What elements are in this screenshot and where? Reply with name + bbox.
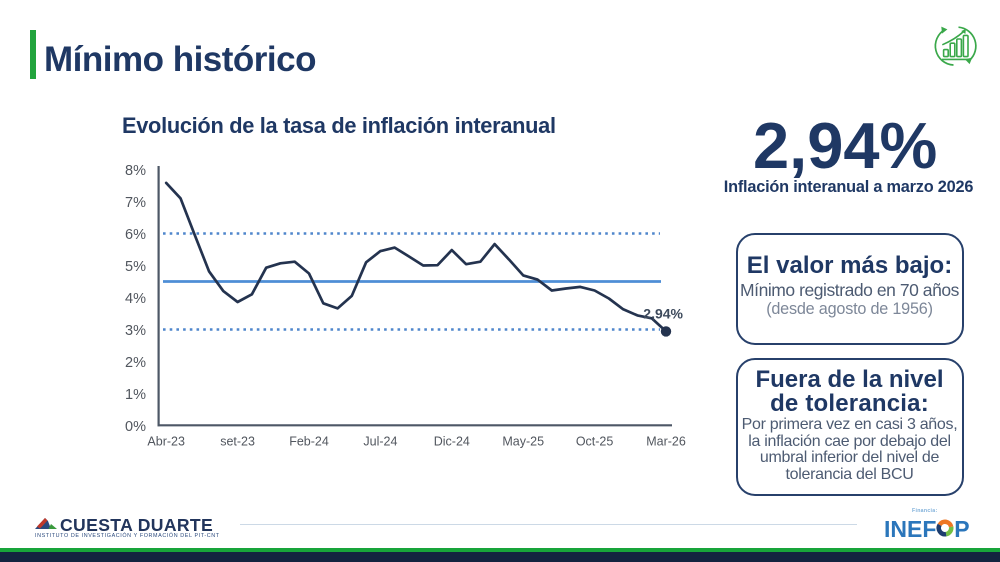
svg-text:0%: 0% (125, 419, 146, 435)
svg-text:6%: 6% (125, 227, 146, 243)
svg-text:Jul-24: Jul-24 (363, 435, 397, 449)
svg-text:set-23: set-23 (220, 435, 255, 449)
svg-text:2,94%: 2,94% (643, 306, 683, 322)
svg-text:Dic-24: Dic-24 (434, 435, 470, 449)
svg-text:4%: 4% (125, 291, 146, 307)
svg-text:Abr-23: Abr-23 (147, 435, 185, 449)
svg-text:Feb-24: Feb-24 (289, 435, 329, 449)
svg-text:May-25: May-25 (502, 435, 544, 449)
svg-text:7%: 7% (125, 195, 146, 211)
svg-text:Oct-25: Oct-25 (576, 435, 614, 449)
svg-text:8%: 8% (125, 163, 146, 179)
svg-text:3%: 3% (125, 323, 146, 339)
svg-text:2%: 2% (125, 355, 146, 371)
svg-text:5%: 5% (125, 259, 146, 275)
svg-text:1%: 1% (125, 387, 146, 403)
svg-text:Mar-26: Mar-26 (646, 435, 686, 449)
